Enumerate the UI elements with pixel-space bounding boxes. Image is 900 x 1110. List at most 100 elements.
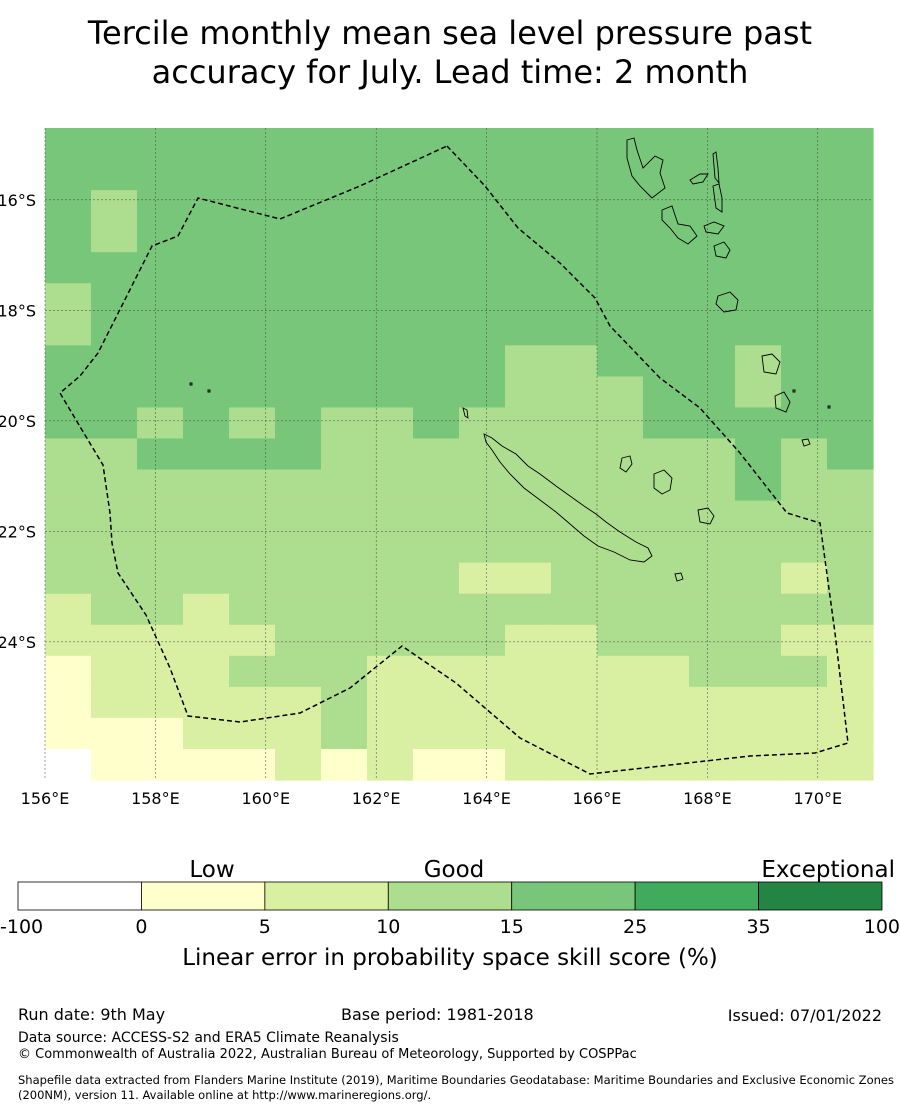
island-erromango [761,353,781,375]
grid-cell [367,593,414,626]
grid-cell [827,717,874,750]
grid-cell [735,593,782,626]
grid-cell [597,128,644,160]
island-tanna [774,391,791,413]
grid-cell [229,531,276,564]
grid-cell [367,252,414,284]
grid-cell [505,252,552,284]
grid-cell [781,283,828,315]
grid-cell [321,593,368,626]
grid-cell [551,190,598,222]
grid-cell [183,593,230,626]
grid-cell [459,283,506,315]
grid-cell [735,624,782,657]
grid-cell [275,686,322,719]
grid-cell [689,314,736,346]
grid-cell [183,345,230,377]
y-tick-label: 16°S [0,191,36,210]
grid-cell [735,252,782,284]
colorbar-ticks: -100 0 5 10 15 25 35 100 [0,916,900,938]
grid-cell [229,686,276,719]
colorbar-box [511,881,636,911]
grid-cell [781,438,828,471]
grid-cell [597,221,644,253]
grid-cell [45,438,92,471]
grid-cell [137,345,184,377]
grid-cell [275,593,322,626]
grid-cell [781,717,828,750]
grid-cell [505,128,552,160]
grid-cell [321,686,368,719]
grid-cell [91,128,138,160]
grid-cell [137,407,184,440]
grid-cell [229,345,276,377]
grid-cell [321,748,368,781]
grid-cell [735,345,782,377]
grid-cell [781,376,828,409]
grid-cell [505,748,552,781]
grid-cell [91,593,138,626]
grid-cell [735,221,782,253]
grid-cell [827,314,874,346]
colorbar-box [387,881,513,911]
grid-cell [275,283,322,315]
grid-cell [597,500,644,533]
grid-cell [321,407,368,440]
grid-cell [137,562,184,595]
grid-cell [275,531,322,564]
grid-cell [689,469,736,502]
island-vanuatu-4 [703,221,725,235]
grid-cell [551,562,598,595]
grid-cell [91,686,138,719]
grid-cell [413,593,460,626]
grid-cell [367,345,414,377]
grid-cell [735,531,782,564]
grid-cell [275,438,322,471]
grid-cell [735,159,782,191]
grid-cell [643,252,690,284]
grid-cell [137,376,184,409]
grid-cell [505,686,552,719]
island-ouvea [619,455,633,473]
grid-cell [91,407,138,440]
grid-cell [321,252,368,284]
grid-cell [137,686,184,719]
island-vanuatu-5 [713,241,731,259]
grid-cell [689,717,736,750]
grid-cell [689,190,736,222]
grid-cell [91,252,138,284]
grid-cell [827,593,874,626]
grid-cell [827,562,874,595]
grid-cell [91,190,138,222]
grid-cell [367,190,414,222]
grid-cell [643,283,690,315]
grid-cell [137,128,184,160]
grid-cell [781,159,828,191]
grid-cell [91,500,138,533]
grid-cell [45,686,92,719]
grid-cell [643,686,690,719]
grid-cell [91,221,138,253]
grid-cell [735,717,782,750]
grid-cell [597,717,644,750]
grid-cell [827,748,874,781]
grid-cell [459,593,506,626]
grid-cell [45,624,92,657]
grid-cell [459,748,506,781]
grid-cell [275,469,322,502]
grid-cell [321,717,368,750]
grid-cell [367,221,414,253]
island-malakula [661,205,698,245]
grid-cell [229,748,276,781]
title-line-2: accuracy for July. Lead time: 2 month [151,53,749,91]
grid-cell [137,159,184,191]
island-efate [715,291,739,313]
grid-cell [413,221,460,253]
grid-cell [45,562,92,595]
grid-cell [689,655,736,688]
colorbar-box [634,881,759,911]
grid-cell [413,407,460,440]
grid-cell [367,500,414,533]
grid-cell [459,345,506,377]
grid-cell [781,221,828,253]
